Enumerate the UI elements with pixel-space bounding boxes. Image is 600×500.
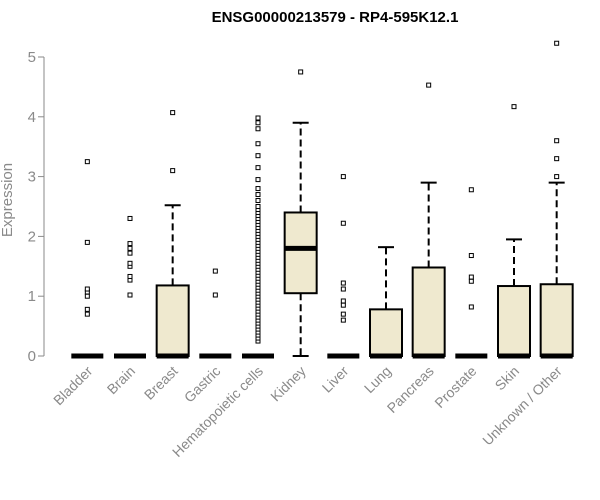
outlier-point bbox=[255, 186, 261, 192]
outlier-point bbox=[212, 268, 218, 274]
box-group bbox=[455, 187, 488, 359]
outlier-point bbox=[84, 311, 90, 317]
box-group bbox=[283, 69, 318, 357]
y-axis: 0 1 2 3 4 5 bbox=[28, 49, 45, 365]
x-tick-label: Skin bbox=[492, 363, 523, 394]
outlier-point bbox=[127, 241, 133, 247]
box-group bbox=[114, 215, 146, 359]
outlier-point bbox=[127, 273, 133, 279]
outlier-point bbox=[255, 126, 261, 132]
box-group bbox=[411, 82, 446, 359]
outlier-point bbox=[84, 286, 90, 292]
y-axis-label: Expression bbox=[0, 163, 16, 237]
box bbox=[411, 266, 446, 357]
outlier-point bbox=[212, 292, 218, 298]
outlier-point bbox=[255, 192, 261, 198]
box bbox=[369, 308, 403, 357]
outlier-point bbox=[468, 304, 474, 310]
outlier-point bbox=[127, 245, 133, 251]
x-tick-label: Unknown / Other bbox=[479, 363, 565, 449]
chart-title: ENSG00000213579 - RP4-595K12.1 bbox=[212, 9, 459, 26]
box-group bbox=[155, 110, 190, 359]
outlier-point bbox=[170, 168, 176, 174]
outlier-point bbox=[255, 165, 261, 171]
outlier-point bbox=[468, 274, 474, 280]
x-tick-label: Liver bbox=[319, 363, 352, 396]
outlier-point bbox=[127, 260, 133, 266]
outlier-point bbox=[426, 82, 432, 88]
outlier-point bbox=[127, 292, 133, 298]
x-tick-label: Bladder bbox=[50, 363, 96, 409]
outlier-point bbox=[340, 317, 346, 323]
outlier-point bbox=[84, 159, 90, 165]
outlier-point bbox=[511, 104, 517, 110]
outlier-point bbox=[340, 286, 346, 292]
x-tick-label: Prostate bbox=[431, 363, 479, 411]
x-tick-label: Kidney bbox=[267, 363, 309, 405]
outlier-point bbox=[127, 215, 133, 221]
outlier-point bbox=[554, 156, 560, 162]
box-group bbox=[199, 268, 232, 359]
y-tick-label: 5 bbox=[28, 49, 36, 66]
outlier-point bbox=[554, 138, 560, 144]
outlier-point bbox=[340, 220, 346, 226]
outlier-point bbox=[468, 253, 474, 259]
y-tick-label: 1 bbox=[28, 288, 36, 305]
outlier-point bbox=[255, 120, 261, 126]
y-tick-label: 2 bbox=[28, 228, 36, 245]
outlier-point bbox=[298, 69, 304, 75]
x-tick-label: Lung bbox=[361, 363, 394, 396]
outlier-point bbox=[255, 177, 261, 183]
outlier-point bbox=[127, 250, 133, 256]
y-tick-label: 3 bbox=[28, 169, 36, 186]
y-tick-label: 4 bbox=[28, 109, 36, 126]
outlier-point bbox=[255, 141, 261, 147]
box-group bbox=[71, 159, 104, 359]
x-tick-label: Brain bbox=[104, 363, 138, 397]
box-group bbox=[327, 174, 360, 359]
outlier-point bbox=[340, 298, 346, 304]
box-series bbox=[71, 40, 574, 359]
outlier-point bbox=[84, 293, 90, 299]
outlier-point bbox=[340, 174, 346, 180]
outlier-point bbox=[255, 115, 261, 121]
outlier-point bbox=[340, 311, 346, 317]
outlier-point bbox=[170, 110, 176, 116]
outlier-point bbox=[554, 40, 560, 46]
box-group bbox=[539, 40, 574, 359]
box bbox=[155, 284, 190, 358]
outlier-point bbox=[340, 280, 346, 286]
outlier-point bbox=[255, 198, 261, 204]
outlier-point bbox=[84, 239, 90, 245]
box bbox=[539, 283, 574, 357]
outlier-point bbox=[340, 302, 346, 308]
x-tick-label: Breast bbox=[141, 363, 181, 403]
box-group bbox=[497, 104, 531, 359]
x-tick-label: Pancreas bbox=[384, 363, 437, 416]
box-group bbox=[242, 115, 274, 359]
outlier-point bbox=[554, 174, 560, 180]
y-tick-label: 0 bbox=[28, 348, 36, 365]
box-group bbox=[369, 246, 403, 359]
outlier-point bbox=[84, 306, 90, 312]
outlier-point bbox=[468, 278, 474, 284]
outlier-point bbox=[255, 153, 261, 159]
outlier-point bbox=[468, 187, 474, 193]
box bbox=[497, 285, 531, 357]
outlier-point bbox=[255, 204, 261, 209]
box bbox=[283, 211, 318, 295]
x-tick-label: Gastric bbox=[181, 363, 224, 406]
